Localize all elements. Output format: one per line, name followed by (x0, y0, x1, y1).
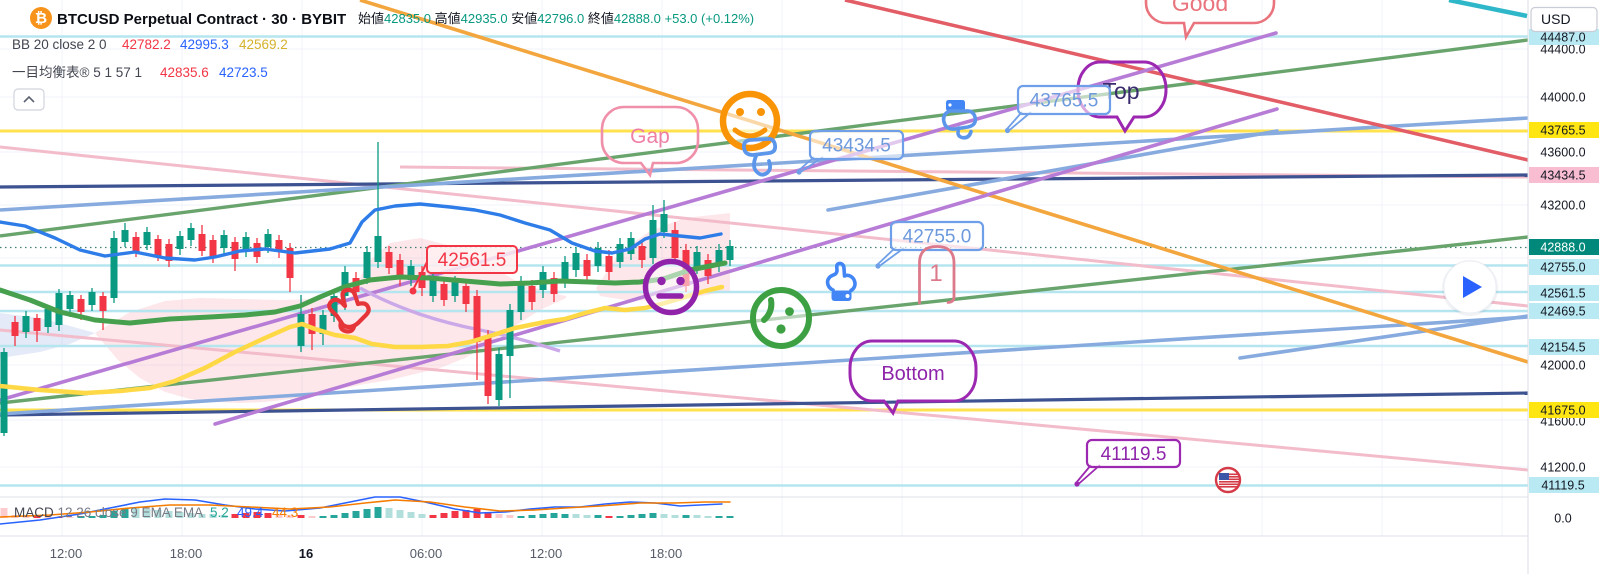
svg-text:43765.5: 43765.5 (1030, 91, 1099, 112)
svg-text:42569.2: 42569.2 (239, 37, 288, 52)
svg-text:42782.2: 42782.2 (122, 37, 171, 52)
svg-text:43434.5: 43434.5 (822, 136, 891, 157)
svg-text:42154.5: 42154.5 (1540, 341, 1585, 355)
svg-text:₿: ₿ (35, 10, 47, 27)
svg-text:16: 16 (299, 546, 313, 561)
svg-text:41200.0: 41200.0 (1540, 461, 1585, 475)
svg-text:49.4: 49.4 (237, 505, 264, 520)
svg-text:44.3: 44.3 (272, 505, 298, 520)
svg-text:44400.0: 44400.0 (1540, 43, 1585, 57)
svg-text:BB 20 close 2 0: BB 20 close 2 0 (12, 37, 107, 52)
svg-text:一目均衡表® 5 1 57 1: 一目均衡表® 5 1 57 1 (12, 65, 142, 80)
svg-text:43765.5: 43765.5 (1540, 124, 1585, 138)
svg-text:Bottom: Bottom (881, 363, 944, 385)
svg-text:42723.5: 42723.5 (219, 65, 268, 80)
svg-text:42835.6: 42835.6 (160, 65, 209, 80)
svg-text:41119.5: 41119.5 (1101, 444, 1167, 465)
svg-text:MACD 12 26 close 9 EMA EMA: MACD 12 26 close 9 EMA EMA (14, 505, 203, 520)
svg-text:18:00: 18:00 (650, 546, 683, 561)
svg-text:始値42835.0 高値42935.0 安値42796.0: 始値42835.0 高値42935.0 安値42796.0 終値42888.0 … (358, 11, 754, 26)
svg-text:41675.0: 41675.0 (1540, 404, 1585, 418)
svg-text:41119.5: 41119.5 (1541, 479, 1584, 493)
svg-text:42888.0: 42888.0 (1540, 241, 1585, 255)
svg-text:12:00: 12:00 (530, 546, 563, 561)
svg-text:06:00: 06:00 (410, 546, 443, 561)
svg-text:42561.5: 42561.5 (1540, 287, 1585, 301)
svg-text:1: 1 (929, 260, 942, 287)
svg-text:0.0: 0.0 (1554, 512, 1571, 526)
svg-text:42755.0: 42755.0 (1540, 261, 1585, 275)
svg-text:42561.5: 42561.5 (438, 250, 507, 271)
svg-text:44487.0: 44487.0 (1540, 31, 1585, 45)
svg-text:43200.0: 43200.0 (1540, 199, 1585, 213)
svg-text:12:00: 12:00 (50, 546, 83, 561)
svg-text:18:00: 18:00 (170, 546, 203, 561)
svg-text:42755.0: 42755.0 (903, 227, 972, 248)
svg-text:44000.0: 44000.0 (1540, 91, 1585, 105)
svg-text:43600.0: 43600.0 (1540, 146, 1585, 160)
svg-text:USD: USD (1541, 11, 1571, 27)
svg-text:BTCUSD Perpetual Contract · 30: BTCUSD Perpetual Contract · 30 · BYBIT (57, 11, 346, 28)
svg-text:42000.0: 42000.0 (1540, 359, 1585, 373)
svg-text:43434.5: 43434.5 (1540, 169, 1585, 183)
svg-text:Gap: Gap (630, 125, 670, 148)
svg-text:42995.3: 42995.3 (180, 37, 229, 52)
svg-text:5.2: 5.2 (210, 505, 229, 520)
svg-text:Good: Good (1172, 0, 1228, 16)
svg-text:42469.5: 42469.5 (1540, 305, 1585, 319)
